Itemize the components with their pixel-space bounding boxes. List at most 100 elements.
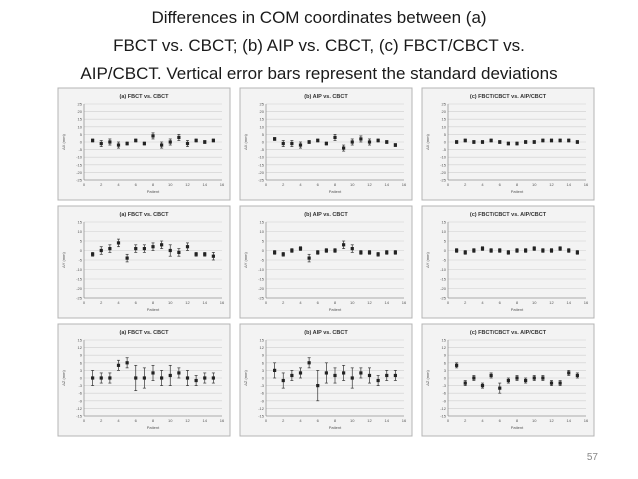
y-tick-label: 25 [78, 102, 83, 107]
y-tick-label: -5 [260, 258, 264, 263]
x-tick-label: 10 [350, 300, 355, 305]
y-tick-label: -6 [442, 391, 446, 396]
y-tick-label: 15 [442, 220, 447, 225]
x-tick-label: 2 [282, 300, 285, 305]
y-tick-label: -25 [76, 296, 83, 301]
chart-panel-8: (b) AIP vs. CBCT -15 -12 -9 -6 -3 0 3 6 9 12 15 0 2 4 6… [239, 323, 413, 437]
x-tick-label: 4 [117, 300, 120, 305]
x-tick-label: 4 [299, 300, 302, 305]
x-tick-label: 8 [334, 418, 337, 423]
y-tick-label: 20 [442, 109, 447, 114]
x-tick-label: 0 [83, 182, 86, 187]
y-tick-label: -20 [440, 286, 447, 291]
data-point [350, 140, 354, 144]
y-tick-label: -5 [78, 258, 82, 263]
y-tick-label: -20 [258, 286, 265, 291]
data-point [211, 138, 215, 143]
x-tick-label: 10 [168, 300, 173, 305]
data-point [549, 138, 554, 143]
y-tick-label: -15 [440, 414, 447, 419]
data-point [515, 248, 519, 253]
data-point [498, 140, 502, 144]
x-tick-label: 12 [185, 418, 190, 423]
data-point [472, 140, 476, 144]
y-tick-label: 6 [444, 360, 447, 365]
y-axis-label: ΔX (mm) [243, 133, 248, 149]
data-point [455, 140, 459, 144]
data-point [203, 376, 207, 380]
y-tick-label: -9 [78, 398, 82, 403]
y-tick-label: -9 [260, 398, 264, 403]
data-point [575, 373, 579, 378]
x-tick-label: 6 [317, 182, 320, 187]
y-tick-label: 25 [442, 102, 447, 107]
x-axis-label: Patient [511, 189, 524, 194]
data-point [376, 138, 380, 143]
data-point [350, 376, 354, 380]
x-tick-label: 0 [265, 182, 268, 187]
chart-panel-7: (a) FBCT vs. CBCT -15 -12 -9 -6 -3 0 3 6 9 12 15 0 2 4… [57, 323, 231, 437]
y-tick-label: -9 [442, 398, 446, 403]
data-point [342, 243, 346, 247]
data-point [455, 363, 459, 367]
y-axis-label: ΔY (mm) [61, 251, 66, 267]
chart-title: (c) FBCT/CBCT vs. AIP/CBCT [470, 94, 547, 100]
y-tick-label: 0 [262, 248, 265, 253]
y-tick-label: -20 [76, 170, 83, 175]
data-point [463, 381, 467, 385]
x-tick-label: 0 [83, 418, 86, 423]
y-tick-label: 15 [78, 220, 83, 225]
data-point [116, 143, 121, 147]
y-tick-label: -15 [76, 414, 83, 419]
data-point [324, 248, 328, 253]
x-tick-label: 16 [402, 300, 407, 305]
data-point [273, 368, 277, 372]
data-point [160, 376, 164, 380]
data-point [463, 250, 467, 254]
chart-panel-4: (a) FBCT vs. CBCT -25 -20 -15 -10 -5 0 5 10 15 0 2 4… [57, 205, 231, 319]
data-point [532, 140, 536, 144]
data-point [203, 252, 207, 256]
x-tick-label: 6 [499, 300, 502, 305]
y-tick-label: -5 [78, 147, 82, 152]
x-tick-label: 12 [549, 418, 554, 423]
x-tick-label: 10 [532, 182, 537, 187]
chart-title: (c) FBCT/CBCT vs. AIP/CBCT [470, 330, 547, 336]
x-tick-label: 10 [532, 418, 537, 423]
data-point [91, 252, 95, 256]
y-axis-label: ΔX (mm) [425, 133, 430, 149]
x-tick-label: 4 [299, 182, 302, 187]
data-point [541, 376, 545, 380]
x-tick-label: 14 [567, 418, 572, 423]
data-point [116, 363, 121, 367]
data-point [333, 135, 337, 140]
x-tick-label: 6 [135, 418, 138, 423]
data-point [385, 373, 389, 378]
data-point [177, 135, 181, 140]
data-point [168, 373, 172, 378]
y-tick-label: 10 [442, 124, 447, 129]
data-point [142, 376, 146, 380]
y-tick-label: -6 [78, 391, 82, 396]
data-point [125, 256, 129, 260]
data-point [541, 138, 545, 143]
chart-title: (b) AIP vs. CBCT [304, 212, 348, 218]
y-axis-label: ΔY (mm) [243, 251, 248, 267]
y-tick-label: -15 [440, 162, 447, 167]
y-tick-label: 9 [444, 353, 447, 358]
data-point [489, 373, 493, 378]
x-tick-label: 16 [584, 182, 589, 187]
y-tick-label: -5 [442, 258, 446, 263]
data-point [549, 248, 554, 253]
x-tick-label: 12 [549, 300, 554, 305]
chart-title: (c) FBCT/CBCT vs. AIP/CBCT [470, 212, 547, 218]
data-point [203, 140, 207, 144]
y-tick-label: -10 [440, 155, 447, 160]
x-tick-label: 14 [385, 182, 390, 187]
data-point [333, 248, 337, 253]
y-tick-label: 15 [260, 338, 265, 343]
data-point [342, 146, 346, 150]
x-tick-label: 4 [481, 418, 484, 423]
y-tick-label: -3 [442, 383, 446, 388]
